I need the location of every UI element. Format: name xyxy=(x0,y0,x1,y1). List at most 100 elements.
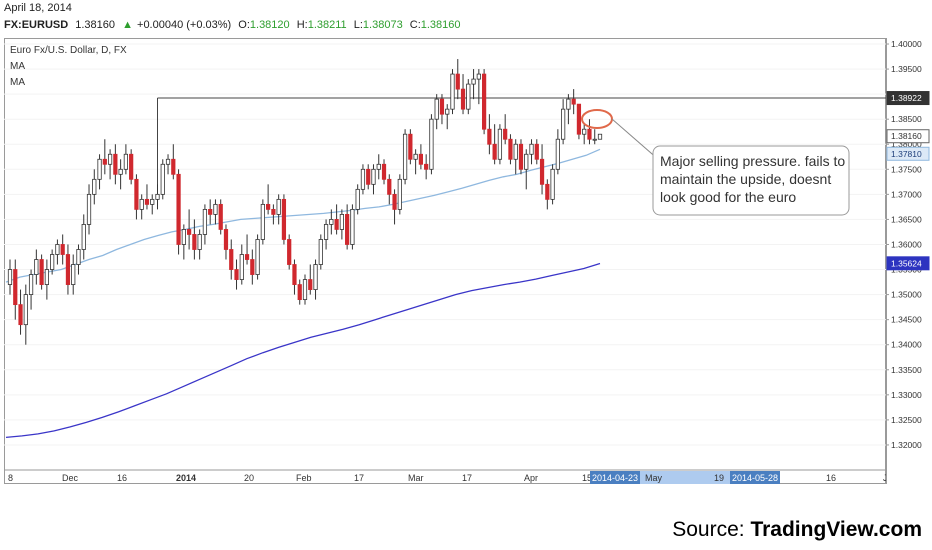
x-tick-label: Mar xyxy=(408,473,424,483)
chart-border xyxy=(4,38,886,484)
candle-body xyxy=(445,108,450,115)
candle-body xyxy=(550,168,555,200)
candle-body xyxy=(155,193,160,200)
candle-body xyxy=(208,208,213,215)
candle-body xyxy=(561,108,566,140)
y-tick-label: 1.36500 xyxy=(891,214,922,224)
candle-body xyxy=(376,163,381,170)
candle-body xyxy=(355,188,360,210)
callout-line-3: look good for the euro xyxy=(660,189,796,205)
candle-body xyxy=(102,158,107,165)
candle-body xyxy=(545,183,550,200)
candle-body xyxy=(150,198,155,205)
ma-long-legend: MA xyxy=(10,77,25,88)
candle-body xyxy=(281,198,287,240)
close-label: C: xyxy=(409,19,421,31)
close-value: 1.38160 xyxy=(420,19,461,31)
price-change: +0.00040 (+0.03%) xyxy=(137,19,232,31)
x-tick-label: 19 xyxy=(714,473,724,483)
x-tick-label: 20 xyxy=(244,473,254,483)
candle-body xyxy=(81,224,86,250)
candle-body xyxy=(13,269,18,306)
candle-body xyxy=(576,103,582,135)
candle-body xyxy=(582,128,587,135)
date-marker-label: 2014-05-28 xyxy=(732,473,778,483)
y-tick-label: 1.36000 xyxy=(891,239,922,249)
high-label: H: xyxy=(296,19,308,31)
candle-body xyxy=(60,244,65,255)
price-tag xyxy=(886,256,930,271)
callout-line-1: Major selling pressure. fails to xyxy=(660,153,845,169)
candle-body xyxy=(313,264,318,290)
candle-body xyxy=(23,294,28,326)
price-tag xyxy=(886,129,930,144)
candle-body xyxy=(439,98,445,115)
candle-body xyxy=(39,259,44,285)
date-marker-bg xyxy=(590,471,640,484)
source-brand: TradingView.com xyxy=(750,518,922,541)
candle-body xyxy=(371,168,376,185)
candle-body xyxy=(329,219,334,225)
open-value: 1.38120 xyxy=(249,19,290,31)
candle-body xyxy=(471,78,476,85)
candle-body xyxy=(213,203,218,215)
price-tag-label: 1.37810 xyxy=(891,149,922,159)
price-tag-label: 1.38922 xyxy=(891,93,922,103)
candle-body xyxy=(381,163,387,180)
y-tick-label: 1.34500 xyxy=(891,315,922,325)
candle-body xyxy=(134,178,139,210)
candle-body xyxy=(229,249,234,270)
candle-body xyxy=(339,214,344,230)
price-chart[interactable]: Major selling pressure. fails to maintai… xyxy=(4,38,886,484)
x-tick-label: Feb xyxy=(296,473,312,483)
y-tick-label: 1.33500 xyxy=(891,365,922,375)
price-axis[interactable]: 1.400001.395001.390001.385001.380001.375… xyxy=(886,38,930,484)
candle-body xyxy=(518,143,524,170)
candle-body xyxy=(255,239,260,275)
y-tick-label: 1.34000 xyxy=(891,340,922,350)
chart-legend: Euro Fx/U.S. Dollar, D, FX MA MA xyxy=(10,45,127,88)
candle-body xyxy=(113,153,118,175)
candle-body xyxy=(197,234,202,250)
callout-line-2: maintain the upside, doesnt xyxy=(660,171,831,187)
candle-body xyxy=(271,208,276,215)
candle-body xyxy=(592,138,597,141)
y-tick-label: 1.37500 xyxy=(891,164,922,174)
candle-body xyxy=(118,168,123,175)
candle-body xyxy=(244,254,250,260)
y-tick-label: 1.38000 xyxy=(891,139,922,149)
candle-body xyxy=(539,158,545,185)
candle-body xyxy=(323,224,329,240)
axes: 8 Dec 16 2014 20 Feb 17 Mar 17 Apr 15 May 19 16 Ju 2014… xyxy=(4,469,886,484)
candle-body xyxy=(424,163,429,170)
y-tick-label: 1.33000 xyxy=(891,390,922,400)
ma-short-legend: MA xyxy=(10,61,25,72)
candle-body xyxy=(529,143,534,155)
candle-body xyxy=(334,219,339,230)
candle-body xyxy=(223,229,229,250)
candle-body xyxy=(302,279,308,301)
x-tick-label: 16 xyxy=(826,473,836,483)
x-tick-label: May xyxy=(645,473,663,483)
candle-body xyxy=(192,234,197,250)
candle-body xyxy=(429,118,434,170)
chart-date: April 18, 2014 xyxy=(4,2,72,14)
candle-body xyxy=(455,73,460,90)
y-tick-label: 1.32500 xyxy=(891,415,922,425)
candle-body xyxy=(318,239,323,265)
candle-body xyxy=(566,98,571,110)
candle-body xyxy=(481,73,487,130)
candle-body xyxy=(508,138,513,160)
candle-body xyxy=(418,153,424,165)
x-tick-label: Ju xyxy=(883,473,886,483)
candle-body xyxy=(524,153,529,170)
x-tick-label: 2014 xyxy=(176,473,196,483)
x-tick-label: 8 xyxy=(8,473,13,483)
candle-body xyxy=(487,128,492,145)
price-tag-label: 1.38160 xyxy=(891,131,922,141)
low-value: 1.38073 xyxy=(362,19,403,31)
candle-body xyxy=(360,168,366,190)
candle-body xyxy=(55,244,60,255)
candle-body xyxy=(413,153,418,160)
price-tag xyxy=(886,146,930,161)
